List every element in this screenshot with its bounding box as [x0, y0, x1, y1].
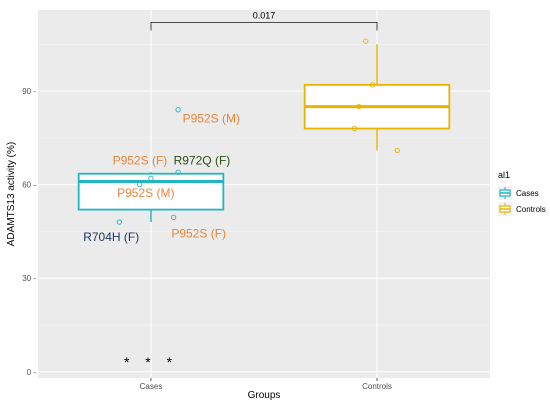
x-axis-ticks: Cases Controls [140, 378, 392, 391]
x-axis-title: Groups [248, 390, 281, 401]
bracket-pvalue: 0.017 [253, 10, 276, 20]
point-annotation: P952S (M) [183, 111, 240, 125]
legend-label: Controls [516, 205, 546, 214]
data-point [170, 214, 177, 221]
box-body [77, 172, 225, 211]
y-tick-label: 0 - [27, 368, 37, 377]
bracket-line [150, 22, 378, 31]
y-axis-ticks: 0 - 30 - 60 - 90 - [22, 87, 36, 377]
y-tick-label: 90 - [22, 87, 36, 96]
data-point [394, 147, 400, 153]
box-controls [303, 44, 451, 151]
x-tick-label: Controls [362, 382, 392, 391]
annotations: P952S (M) P952S (F) R972Q (F) P952S (M) P952… [83, 111, 240, 370]
legend-title: al1 [498, 170, 510, 180]
point-annotation: R972Q (F) [174, 153, 231, 167]
data-point [363, 38, 369, 44]
data-point [351, 125, 358, 132]
legend: al1 Cases Controls [498, 170, 546, 216]
point-annotation: R704H (F) [83, 230, 139, 244]
data-point [356, 104, 362, 110]
boxes [77, 44, 451, 223]
box-cases [77, 172, 225, 223]
y-axis-title: ADAMTS13 activity (%) [6, 142, 17, 246]
legend-label: Cases [516, 189, 539, 198]
legend-key [498, 202, 512, 216]
x-tick-label: Cases [140, 382, 163, 391]
point-annotation: P952S (M) [117, 186, 174, 200]
data-point [369, 82, 376, 88]
data-point [175, 107, 181, 113]
gridlines [38, 10, 490, 378]
y-tick-label: 60 - [22, 181, 36, 190]
y-tick-label: 30 - [22, 274, 36, 283]
data-points [116, 38, 400, 225]
stars-annotation: * * * [124, 354, 178, 370]
legend-key [498, 186, 512, 200]
data-point [116, 219, 123, 225]
data-point [137, 181, 143, 188]
data-point [175, 169, 181, 175]
point-annotation: P952S (F) [171, 227, 226, 241]
significance-bracket: 0.017 [150, 10, 378, 31]
data-point [148, 175, 154, 182]
point-annotation: P952S (F) [113, 153, 168, 167]
